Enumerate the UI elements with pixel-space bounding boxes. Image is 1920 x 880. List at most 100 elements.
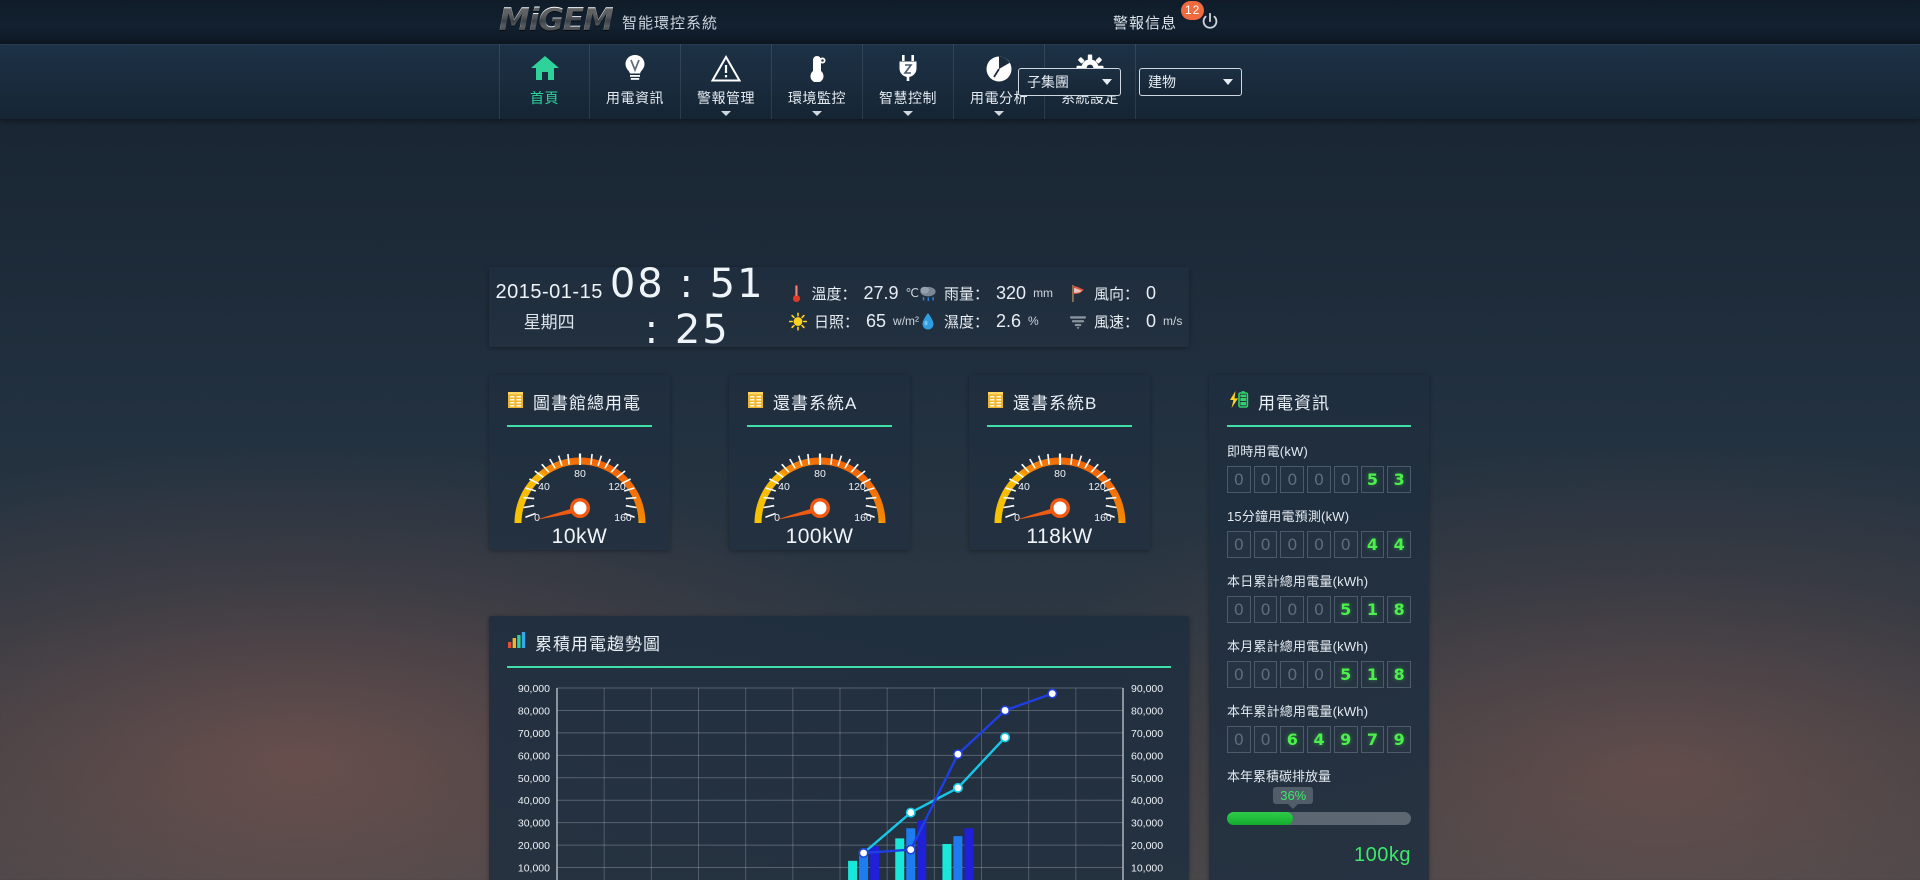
nav-label: 用電分析	[970, 90, 1028, 106]
digit: 0	[1253, 466, 1278, 493]
weather-wind-direction: 風向： 0	[1069, 279, 1189, 307]
svg-text:160: 160	[854, 512, 872, 524]
trend-chart-card: 累積用電趨勢圖 0010,00010,00020,00020,00030,000…	[489, 616, 1189, 880]
nav-item-alarm-management[interactable]: 警報管理	[681, 44, 772, 119]
digit: 4	[1360, 531, 1385, 558]
power-icon[interactable]	[1199, 11, 1221, 33]
card-header: 累積用電趨勢圖	[489, 616, 1189, 655]
digit: 0	[1253, 726, 1278, 753]
barchart-icon	[507, 631, 526, 654]
carbon-emission-label: 本年累積碳排放量	[1227, 769, 1332, 784]
card-divider	[987, 425, 1132, 427]
svg-text:40,000: 40,000	[1131, 795, 1163, 807]
plug-icon	[895, 53, 921, 83]
chevron-down-icon	[994, 111, 1004, 116]
gauge-dial: 0 40 80 120 160	[994, 453, 1125, 524]
main-navigation: 首頁 用電資訊 警報管理	[0, 44, 1920, 119]
digit: 1	[1360, 661, 1385, 688]
carbon-progress[interactable]: 36%	[1227, 787, 1411, 825]
svg-text:50,000: 50,000	[518, 773, 550, 785]
gauge-card-return-system-b: 還書系統B 0 40 8	[969, 375, 1150, 550]
current-weekday: 星期四	[523, 313, 575, 332]
svg-text:120: 120	[1088, 481, 1106, 493]
weather-rainfall-value: 320	[996, 282, 1027, 303]
svg-text:50,000: 50,000	[1131, 773, 1163, 785]
svg-text:0: 0	[774, 512, 780, 524]
piechart-icon	[985, 53, 1013, 83]
svg-text:80,000: 80,000	[518, 705, 550, 717]
svg-text:120: 120	[848, 481, 866, 493]
svg-text:70,000: 70,000	[1131, 728, 1163, 740]
metric-label: 本日累計總用電量(kWh)	[1227, 574, 1369, 589]
card-divider	[1227, 425, 1411, 427]
weather-rainfall: 雨量： 320 mm	[919, 279, 1069, 307]
card-header: 用電資訊	[1209, 375, 1429, 414]
carbon-emission-value: 100kg	[1354, 844, 1411, 866]
metric-month-total: 本月累計總用電量(kWh) 0 0 0 0 5 1 8	[1227, 636, 1412, 688]
card-title: 圖書館總用電	[533, 394, 641, 413]
weather-sunlight: 日照： 65 w/m²	[789, 307, 919, 335]
current-date: 2015-01-15	[495, 281, 603, 303]
digit-display: 0 0 0 0 5 1 8	[1227, 661, 1412, 688]
select-building[interactable]: 建物	[1139, 67, 1242, 96]
nav-item-list: 首頁 用電資訊 警報管理	[499, 44, 1136, 119]
card-title: 還書系統A	[773, 394, 858, 413]
digit: 0	[1307, 596, 1331, 623]
weather-temperature: 溫度： 27.9 ℃	[789, 279, 919, 307]
svg-text:0: 0	[1014, 512, 1020, 524]
digit: 0	[1307, 531, 1331, 558]
top-bar-actions: 警報信息 12	[1113, 0, 1221, 44]
svg-text:40: 40	[1018, 481, 1030, 493]
digit: 1	[1360, 596, 1385, 623]
weather-wind-speed-unit: m/s	[1163, 314, 1183, 328]
metric-label: 15分鐘用電預測(kW)	[1227, 509, 1350, 524]
digit: 8	[1387, 661, 1412, 688]
svg-text:10,000: 10,000	[1131, 863, 1163, 875]
weather-wind-direction-label: 風向：	[1094, 285, 1140, 303]
card-title: 用電資訊	[1258, 394, 1330, 413]
weather-rainfall-unit: mm	[1033, 286, 1054, 300]
weather-grid: 溫度： 27.9 ℃ 雨量： 320 mm 風向： 0	[771, 279, 1189, 335]
digit: 0	[1253, 596, 1278, 623]
cumulative-power-trend-chart[interactable]: 0010,00010,00020,00020,00030,00030,00040…	[489, 680, 1189, 880]
thermometer-icon	[806, 53, 828, 83]
digit: 4	[1387, 531, 1412, 558]
svg-text:40: 40	[538, 481, 550, 493]
digit: 0	[1227, 466, 1251, 493]
weather-sunlight-value: 65	[866, 310, 887, 331]
select-building-value: 建物	[1148, 73, 1176, 90]
nav-item-power-info[interactable]: 用電資訊	[590, 44, 681, 119]
digit-display: 0 0 0 0 5 1 8	[1227, 596, 1412, 623]
select-subgroup[interactable]: 子集團	[1018, 67, 1121, 96]
rain-cloud-icon	[919, 283, 937, 303]
svg-text:20,000: 20,000	[1131, 840, 1163, 852]
thermometer-icon	[789, 283, 804, 303]
brand-subtitle: 智能環控系統	[621, 15, 718, 32]
svg-text:80: 80	[574, 468, 586, 480]
svg-text:0: 0	[534, 512, 540, 524]
wind-vane-icon	[1069, 283, 1087, 303]
digit: 0	[1280, 466, 1305, 493]
digit: 6	[1280, 726, 1305, 753]
building-icon	[987, 390, 1004, 414]
digit: 5	[1333, 596, 1358, 623]
water-drop-icon	[919, 311, 937, 331]
digit: 0	[1253, 661, 1278, 688]
nav-filters: 子集團 建物	[1018, 44, 1242, 119]
nav-item-smart-control[interactable]: 智慧控制	[863, 44, 954, 119]
chart-body: 0010,00010,00020,00020,00030,00030,00040…	[489, 680, 1189, 880]
nav-label: 警報管理	[697, 90, 755, 106]
nav-label: 用電資訊	[606, 90, 664, 106]
digit: 0	[1333, 466, 1358, 493]
home-icon	[530, 53, 560, 83]
alert-info-link[interactable]: 警報信息 12	[1113, 0, 1205, 33]
power-info-body: 即時用電(kW) 0 0 0 0 0 5 3 15分鐘用電預測(kW) 0 0 …	[1209, 427, 1429, 867]
nav-item-home[interactable]: 首頁	[499, 44, 590, 119]
weather-wind-speed-label: 風速：	[1094, 313, 1140, 331]
svg-text:160: 160	[614, 512, 632, 524]
nav-item-environment-monitor[interactable]: 環境監控	[772, 44, 863, 119]
svg-text:80: 80	[1054, 468, 1066, 480]
power-info-card: 用電資訊 即時用電(kW) 0 0 0 0 0 5 3 15分鐘用電預測(kW)	[1209, 375, 1429, 880]
select-subgroup-value: 子集團	[1027, 73, 1069, 90]
sun-icon	[789, 311, 807, 331]
